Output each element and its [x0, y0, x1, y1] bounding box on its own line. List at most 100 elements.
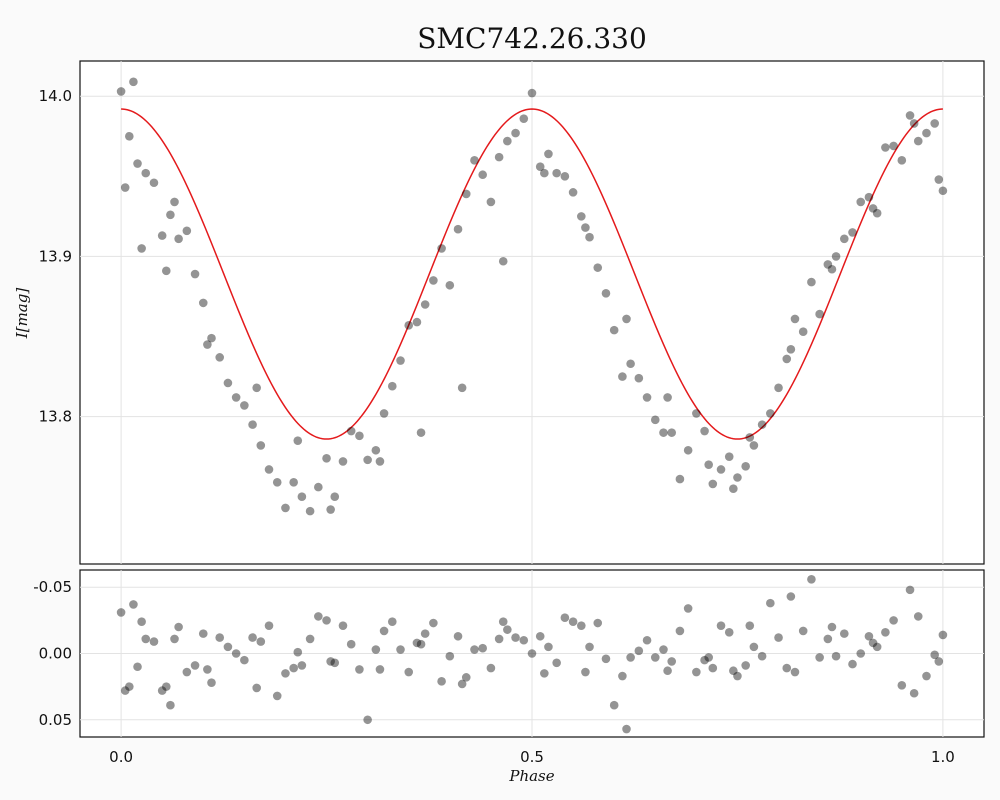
residual-point — [190, 661, 200, 670]
residual-point — [231, 649, 241, 658]
chart-title: SMC742.26.330 — [417, 22, 647, 55]
photometry-point — [486, 197, 496, 207]
residual-point — [379, 626, 389, 636]
residual-point — [355, 665, 364, 674]
photometry-point — [798, 327, 808, 337]
residual-point — [486, 663, 496, 673]
residual-point — [815, 653, 824, 662]
residual-point — [593, 618, 603, 628]
photometry-point — [774, 383, 783, 393]
residual-point — [634, 646, 644, 656]
residual-point — [889, 616, 898, 625]
residual-point — [170, 634, 179, 644]
residual-point — [314, 612, 323, 621]
photometry-point — [498, 256, 508, 266]
photometry-point — [461, 189, 471, 199]
photometry-point — [642, 393, 652, 402]
photometry-point — [618, 372, 627, 381]
photometry-point — [420, 300, 430, 309]
photometry-point — [133, 159, 142, 168]
residual-point — [445, 651, 455, 661]
photometry-point — [897, 156, 907, 165]
photometry-point — [240, 401, 249, 410]
photometry-point — [741, 461, 750, 471]
photometry-point — [905, 111, 915, 120]
residual-point — [864, 631, 874, 641]
photometry-point — [453, 224, 463, 234]
residual-point — [881, 627, 890, 637]
residual-point — [741, 661, 750, 670]
photometry-point — [272, 478, 282, 487]
photometry-point — [161, 266, 171, 276]
residual-point — [248, 633, 257, 642]
residual-point — [650, 653, 660, 662]
residual-point — [437, 677, 446, 686]
residual-point — [461, 673, 471, 682]
residual-point — [166, 700, 175, 710]
photometry-point — [786, 345, 796, 354]
residual-point — [470, 645, 479, 654]
photometry-point — [667, 428, 677, 437]
light-curve-grid — [80, 61, 984, 564]
photometry-point — [663, 393, 672, 402]
photometry-point — [203, 340, 212, 349]
residual-point — [133, 662, 142, 672]
residual-point — [626, 653, 635, 662]
photometry-point — [396, 356, 405, 365]
residual-y-tick-labels: 0.05 0.00 -0.05 — [33, 578, 72, 729]
residual-point — [125, 682, 134, 691]
photometry-point — [733, 473, 742, 482]
residual-point — [540, 669, 549, 678]
photometry-point — [650, 415, 660, 425]
photometry-point — [622, 314, 631, 324]
model-fit-curve — [121, 108, 943, 440]
residual-point — [198, 629, 208, 638]
residual-point — [281, 669, 290, 678]
photometry-point — [305, 506, 315, 516]
photometry-point — [264, 465, 274, 474]
residual-point — [519, 635, 529, 645]
photometry-point — [872, 208, 882, 218]
residual-points — [116, 574, 948, 734]
photometry-point — [729, 484, 738, 494]
residual-point — [305, 634, 315, 644]
photometry-point — [934, 175, 944, 184]
photometry-point — [913, 136, 923, 146]
residual-point — [786, 592, 796, 601]
y-axis-label: I[mag] — [13, 288, 31, 340]
residual-point — [897, 681, 907, 690]
residual-point — [700, 655, 709, 665]
residual-point — [839, 629, 849, 638]
residual-point — [203, 665, 212, 674]
residual-point — [577, 621, 586, 630]
residual-point — [585, 642, 594, 652]
residual-y-tick-label: 0.00 — [39, 645, 72, 663]
photometry-point — [922, 128, 931, 138]
photometry-point — [868, 204, 878, 213]
photometry-point — [716, 465, 726, 474]
residual-point — [552, 658, 561, 668]
residual-point — [371, 645, 381, 654]
photometry-point — [129, 77, 138, 87]
residual-point — [848, 659, 857, 669]
residual-point — [749, 642, 759, 652]
residual-point — [174, 622, 183, 632]
photometry-point — [363, 455, 372, 465]
photometry-point — [790, 314, 800, 324]
residual-grid — [80, 570, 984, 737]
residual-point — [807, 574, 816, 584]
photometry-point — [568, 188, 578, 197]
residual-point — [659, 645, 668, 654]
photometry-point — [457, 383, 467, 393]
photometry-point — [207, 333, 216, 343]
residual-point — [297, 661, 307, 670]
photometry-point — [120, 183, 130, 192]
residual-point — [609, 700, 619, 710]
photometry-point — [355, 431, 364, 441]
residual-point — [346, 639, 356, 649]
phase-tick-label: 1.0 — [931, 748, 955, 766]
residual-point — [457, 679, 467, 689]
residual-point — [416, 639, 426, 649]
photometry-point — [375, 457, 385, 466]
